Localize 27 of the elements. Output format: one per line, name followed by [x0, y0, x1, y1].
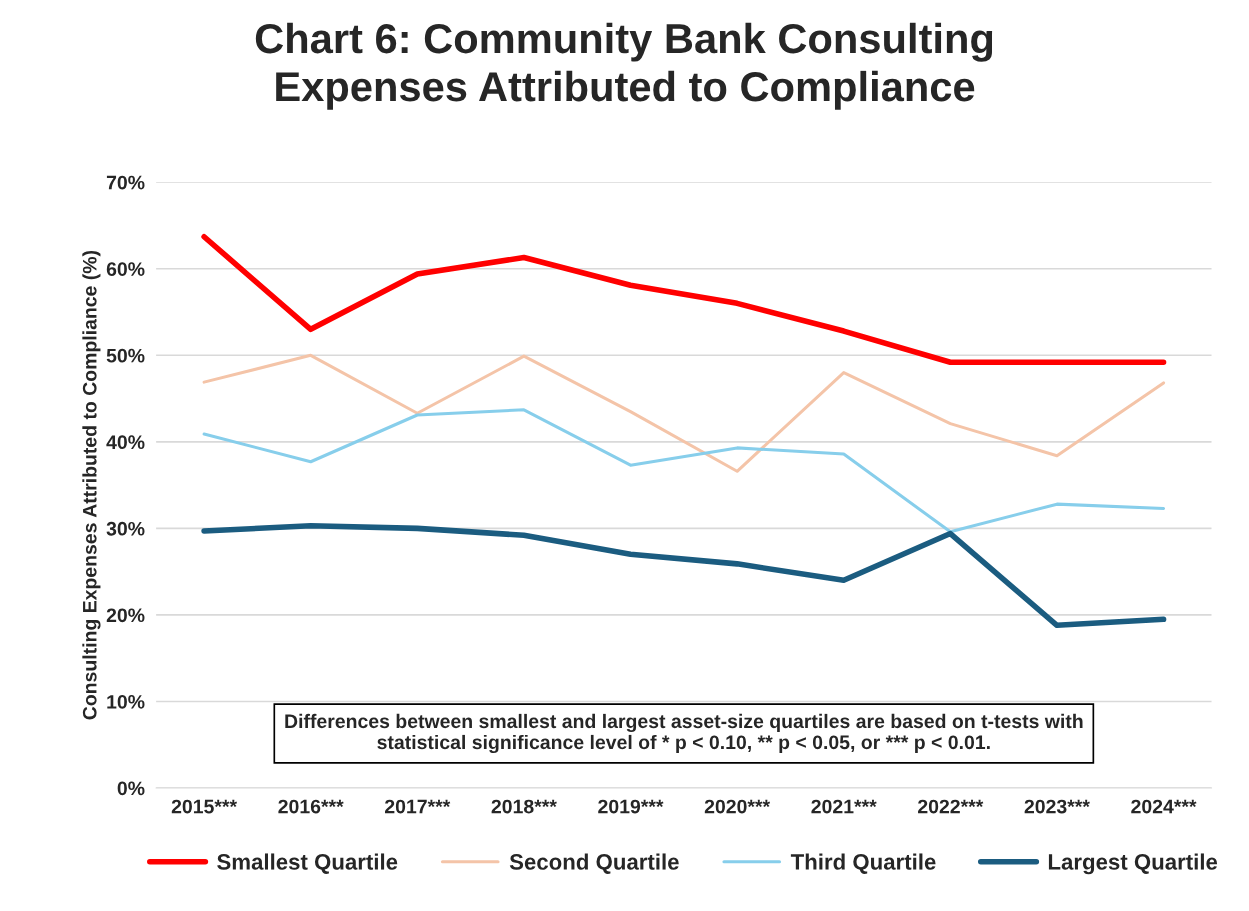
y-tick-label: 10% — [107, 694, 145, 709]
y-tick-label: 70% — [106, 175, 145, 190]
y-tick-label: 60% — [106, 262, 145, 276]
y-axis-title: Consulting Expenses Attributed to Compliance (%) — [82, 250, 101, 720]
y-tick-label: 0% — [117, 781, 145, 796]
y-tick-label: 20% — [106, 608, 145, 623]
x-tick-label: 2015*** — [171, 799, 238, 814]
legend-label: Third Quartile — [790, 853, 936, 874]
x-tick-label: 2018*** — [491, 799, 557, 814]
y-tick-label: 50% — [106, 348, 145, 363]
x-tick-label: 2017*** — [385, 799, 451, 814]
x-tick-label: 2022*** — [918, 799, 984, 814]
line-series — [202, 408, 1166, 534]
y-tick-label: 30% — [106, 521, 145, 536]
chart-title: Chart 6: Community Bank Consulting Expenses Attributed to Compliance — [255, 22, 993, 110]
annotation: Differences between smallest and largest asset-size quartiles are based on t-tests with statistical significance level of * p < 0.10, ** p < 0.05, or *** p < 0.01. — [285, 713, 1083, 754]
x-tick-label: 2024*** — [1131, 799, 1197, 814]
x-tick-label: 2020*** — [704, 799, 771, 814]
x-tick-label: 2019*** — [598, 799, 664, 814]
x-tick-label: 2016*** — [278, 799, 344, 814]
legend-label: Largest Quartile — [1048, 853, 1218, 875]
legend-label: Smallest Quartile — [217, 853, 398, 874]
line-series — [202, 353, 1166, 473]
x-tick-label: 2023*** — [1024, 799, 1090, 814]
y-tick-label: 40% — [106, 435, 145, 450]
legend-label: Second Quartile — [509, 853, 679, 874]
x-tick-label: 2021*** — [811, 799, 877, 814]
